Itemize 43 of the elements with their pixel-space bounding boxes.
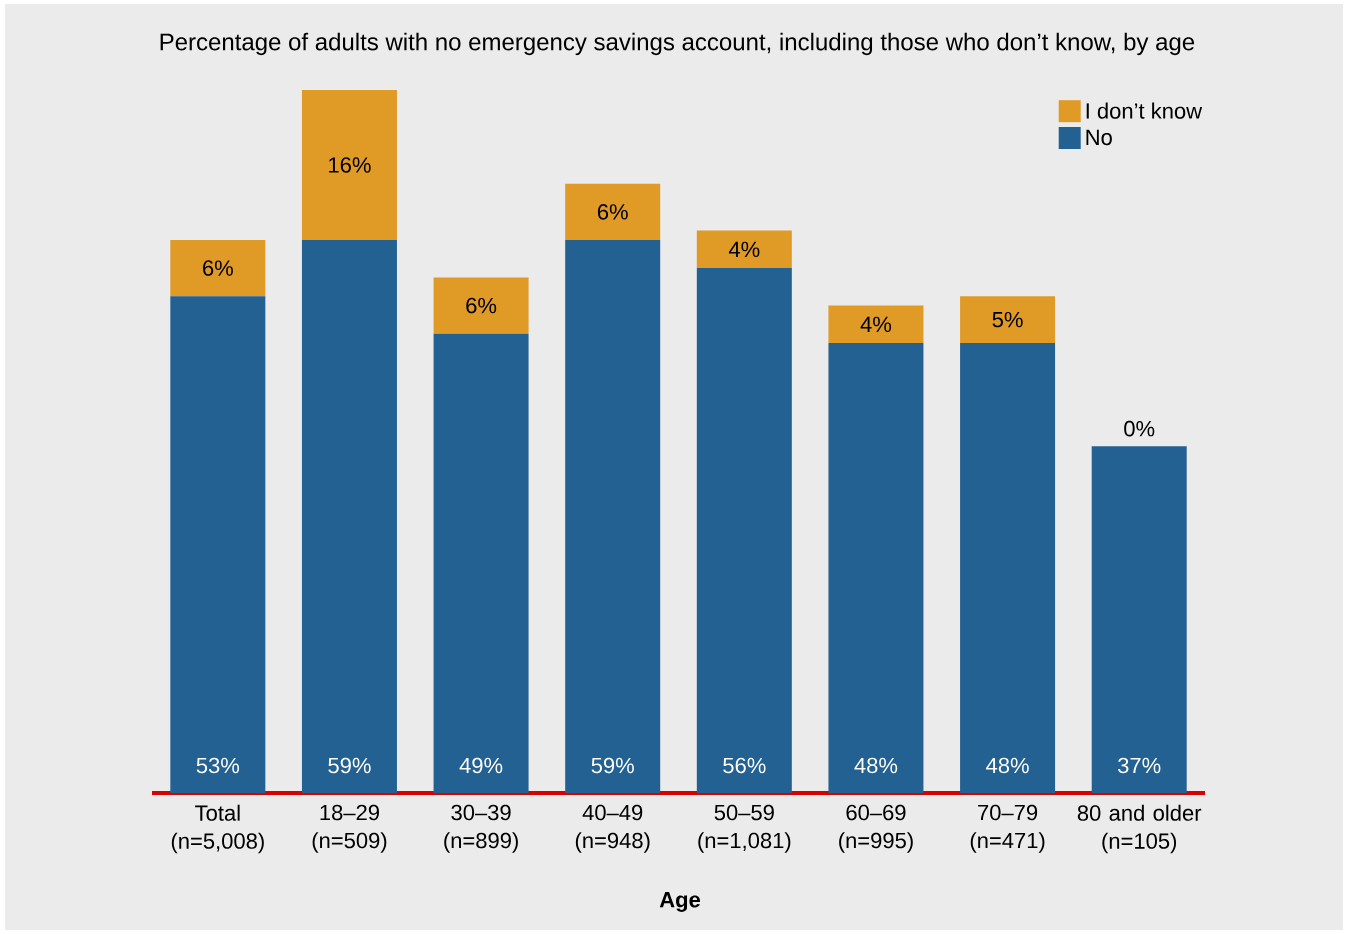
x-tick-label: 40–49 (n=948) — [575, 804, 650, 853]
x-tick-label: 70–79 (n=471) — [970, 804, 1045, 853]
data-label: 48% — [986, 757, 1029, 774]
data-label: 0% — [1124, 420, 1155, 437]
bar — [565, 239, 661, 793]
bar — [960, 296, 1056, 344]
bar — [696, 230, 792, 269]
legend-label: I don’t know — [1086, 102, 1203, 119]
bar — [828, 305, 924, 344]
x-tick-label: 80 and older (n=105) — [1077, 804, 1202, 854]
x-tick-label: 60–69 (n=995) — [839, 804, 913, 853]
data-label: 49% — [459, 757, 503, 774]
x-tick-label: Total (n=5,008) — [171, 804, 264, 854]
data-label: 4% — [728, 241, 760, 258]
data-label: 5% — [992, 311, 1023, 328]
x-tick-label: 30–39 (n=899) — [444, 804, 518, 853]
data-label: 48% — [854, 757, 898, 774]
chart-title: Percentage of adults with no emergency savings account, including those who don’t know, by age — [160, 32, 1195, 56]
x-axis-title: Age — [659, 892, 701, 912]
bar — [170, 239, 266, 297]
data-label: 53% — [196, 757, 240, 774]
data-label: 6% — [466, 297, 497, 314]
bar — [170, 296, 266, 793]
data-label: 59% — [328, 757, 371, 774]
bar — [301, 89, 397, 240]
bar — [828, 343, 924, 793]
data-label: 4% — [860, 316, 892, 333]
data-label: 59% — [591, 757, 634, 774]
bar — [696, 268, 792, 793]
bar — [301, 239, 397, 793]
data-label: 6% — [597, 204, 628, 220]
bar — [433, 277, 529, 334]
x-tick-label: 18–29 (n=509) — [312, 804, 387, 853]
bar — [960, 343, 1056, 793]
data-label: 16% — [329, 157, 371, 173]
data-label: 56% — [723, 757, 766, 774]
bar — [1091, 446, 1187, 793]
legend-label: No — [1086, 129, 1112, 146]
bar — [565, 183, 661, 240]
data-label: 6% — [203, 260, 233, 276]
x-tick-label: 50–59 (n=1,081) — [698, 804, 791, 853]
data-label: 37% — [1118, 757, 1161, 774]
bar — [433, 333, 529, 793]
